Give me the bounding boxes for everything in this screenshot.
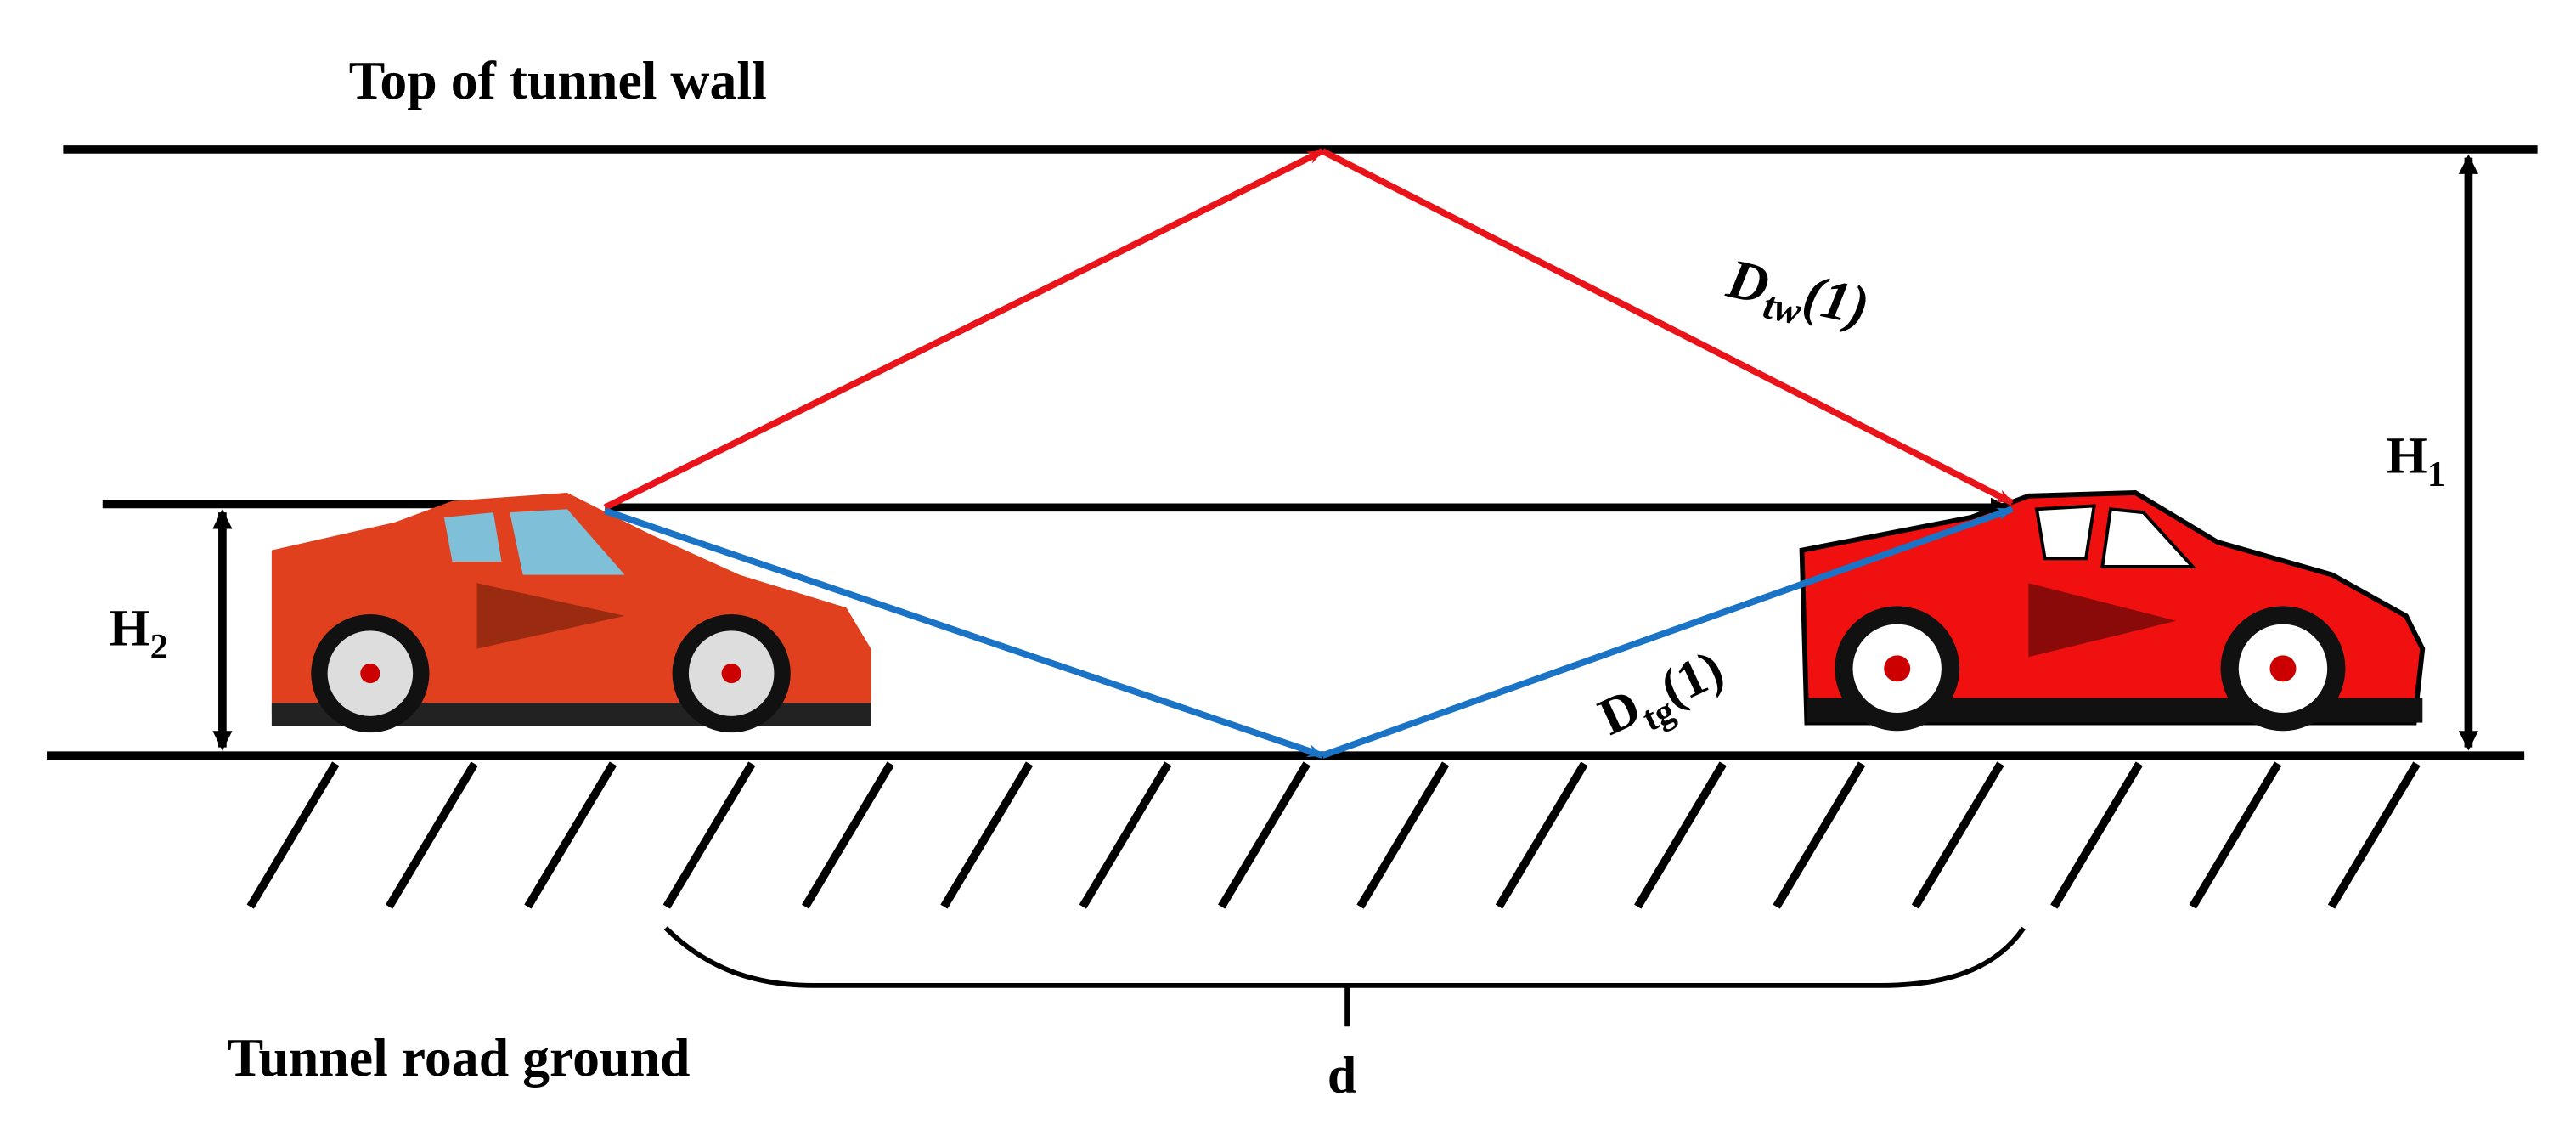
wall-ray-out bbox=[1321, 148, 2014, 506]
top-wall-label: Top of tunnel wall bbox=[349, 50, 767, 110]
distance-brace bbox=[663, 926, 2026, 988]
hatch-line bbox=[524, 761, 617, 909]
road-label: Tunnel road ground bbox=[228, 1027, 691, 1088]
hatch-line bbox=[662, 761, 756, 909]
hatch-line bbox=[940, 761, 1034, 909]
ground-ray-in bbox=[604, 507, 1324, 759]
hatch-line bbox=[1218, 761, 1311, 909]
dtw-label: Dtw(1) bbox=[1719, 247, 1874, 347]
distance-label: d bbox=[1327, 1047, 1356, 1105]
h2-label: H2 bbox=[110, 600, 168, 667]
hatch-line bbox=[1495, 761, 1588, 909]
hatch-line bbox=[1356, 761, 1450, 909]
hatch-line bbox=[1634, 761, 1727, 909]
ground-ray-out bbox=[1321, 506, 2014, 759]
hatch-line bbox=[246, 761, 340, 909]
wall-ray-in bbox=[603, 148, 1324, 511]
hatch-line bbox=[1773, 761, 1866, 909]
hatch-line bbox=[2189, 761, 2282, 909]
hatch-line bbox=[1079, 761, 1172, 909]
hatch-line bbox=[1911, 761, 2004, 909]
receiver-car bbox=[1799, 490, 2426, 732]
dtg-label: Dtg(1) bbox=[1591, 640, 1737, 755]
hatch-line bbox=[2050, 761, 2143, 909]
hatch-line bbox=[802, 761, 894, 909]
hatch-line bbox=[385, 761, 478, 909]
hatch-line bbox=[2327, 761, 2421, 909]
ground-hatching bbox=[246, 761, 2421, 909]
transmitter-car bbox=[271, 492, 871, 733]
h1-label: H1 bbox=[2387, 427, 2445, 494]
